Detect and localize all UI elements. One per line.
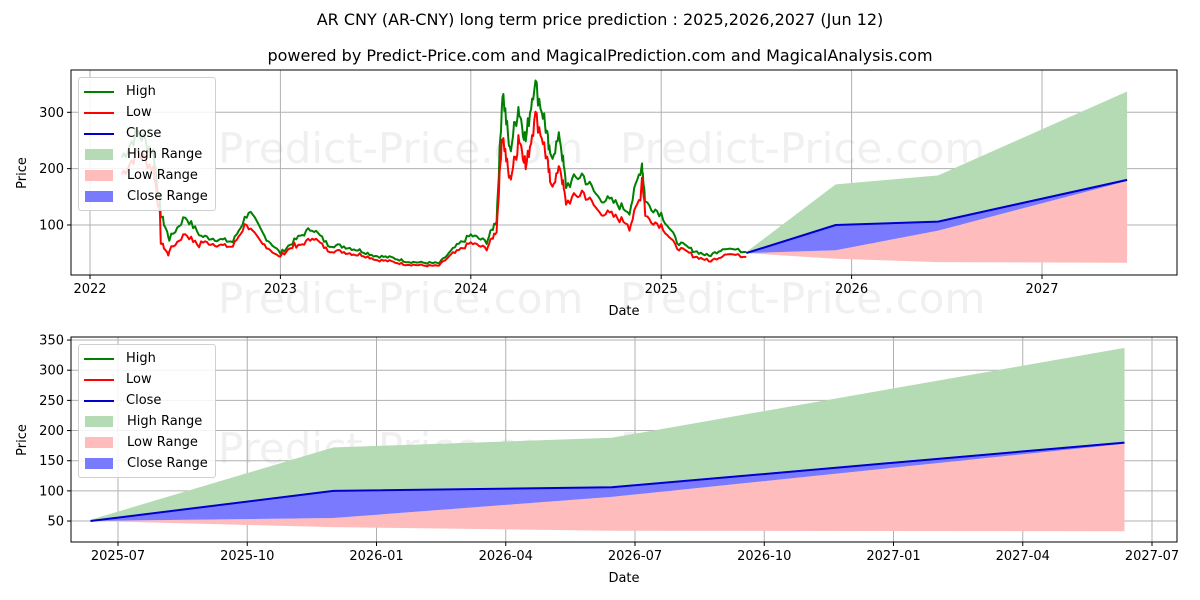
top-legend: High Low Close High Range Low Range Close Ran… [78,77,216,211]
legend-item-close-range: Close Range [84,186,208,207]
legend-item-close: Close [84,390,208,411]
bottom-legend: High Low Close High Range Low Range Close Ran… [78,344,216,478]
top-x-tick-label: 2022 [73,282,106,297]
top-x-tick-label: 2026 [835,282,868,297]
top-x-tick-label: 2025 [645,282,678,297]
legend-item-low-range: Low Range [84,432,208,453]
top-x-axis-label: Date [608,304,639,319]
legend-label: Low Range [127,168,198,183]
legend-item-close: Close [84,123,208,144]
top-forecast-areas [746,92,1127,263]
top-y-tick-label: 100 [39,218,64,233]
legend-label: Close Range [127,189,208,204]
top-y-tick-label: 200 [39,162,64,177]
legend-item-high: High [84,81,208,102]
legend-label: Close Range [127,456,208,471]
legend-label: Close [126,393,161,408]
legend-swatch-icon [84,133,114,135]
top-x-tick-label: 2024 [454,282,487,297]
legend-item-high-range: High Range [84,411,208,432]
legend-swatch-icon [85,458,113,469]
legend-swatch-icon [84,379,114,381]
bottom-y-tick-label: 150 [39,454,64,469]
bottom-y-tick-label: 350 [39,334,64,349]
bottom-y-tick-label: 250 [39,394,64,409]
bottom-y-tick-label: 100 [39,484,64,499]
bottom-x-tick-label: 2026-07 [608,549,662,564]
legend-swatch-icon [85,191,113,202]
legend-swatch-icon [84,400,114,402]
legend-label: High [126,84,156,99]
bottom-y-tick-label: 200 [39,424,64,439]
bottom-y-tick-label: 50 [47,515,64,530]
legend-swatch-icon [85,149,113,160]
top-y-tick-label: 300 [39,106,64,121]
legend-item-low: Low [84,102,208,123]
bottom-x-tick-label: 2027-07 [1125,549,1179,564]
legend-label: Close [126,126,161,141]
legend-swatch-icon [84,358,114,360]
legend-item-low-range: Low Range [84,165,208,186]
bottom-x-tick-label: 2025-10 [220,549,274,564]
bottom-y-axis-label: Price [15,424,30,456]
legend-label: High Range [127,414,202,429]
legend-item-close-range: Close Range [84,453,208,474]
legend-swatch-icon [84,91,114,93]
watermark: Predict-Price.com [620,124,985,173]
legend-item-high: High [84,348,208,369]
bottom-x-axis-label: Date [608,571,639,586]
legend-swatch-icon [85,437,113,448]
top-x-tick-label: 2027 [1025,282,1058,297]
legend-label: Low [126,372,152,387]
legend-label: Low [126,105,152,120]
bottom-x-tick-label: 2025-07 [91,549,145,564]
bottom-x-tick-label: 2026-10 [737,549,791,564]
watermark: Predict-Price.com [218,124,583,173]
legend-swatch-icon [85,416,113,427]
bottom-x-tick-label: 2026-04 [479,549,533,564]
legend-label: Low Range [127,435,198,450]
bottom-x-tick-label: 2026-01 [349,549,403,564]
legend-item-high-range: High Range [84,144,208,165]
legend-label: High Range [127,147,202,162]
legend-item-low: Low [84,369,208,390]
legend-swatch-icon [84,112,114,114]
bottom-x-tick-label: 2027-04 [996,549,1050,564]
top-y-axis-label: Price [15,157,30,189]
bottom-x-tick-label: 2027-01 [866,549,920,564]
legend-label: High [126,351,156,366]
top-x-tick-label: 2023 [264,282,297,297]
bottom-y-tick-label: 300 [39,364,64,379]
legend-swatch-icon [85,170,113,181]
